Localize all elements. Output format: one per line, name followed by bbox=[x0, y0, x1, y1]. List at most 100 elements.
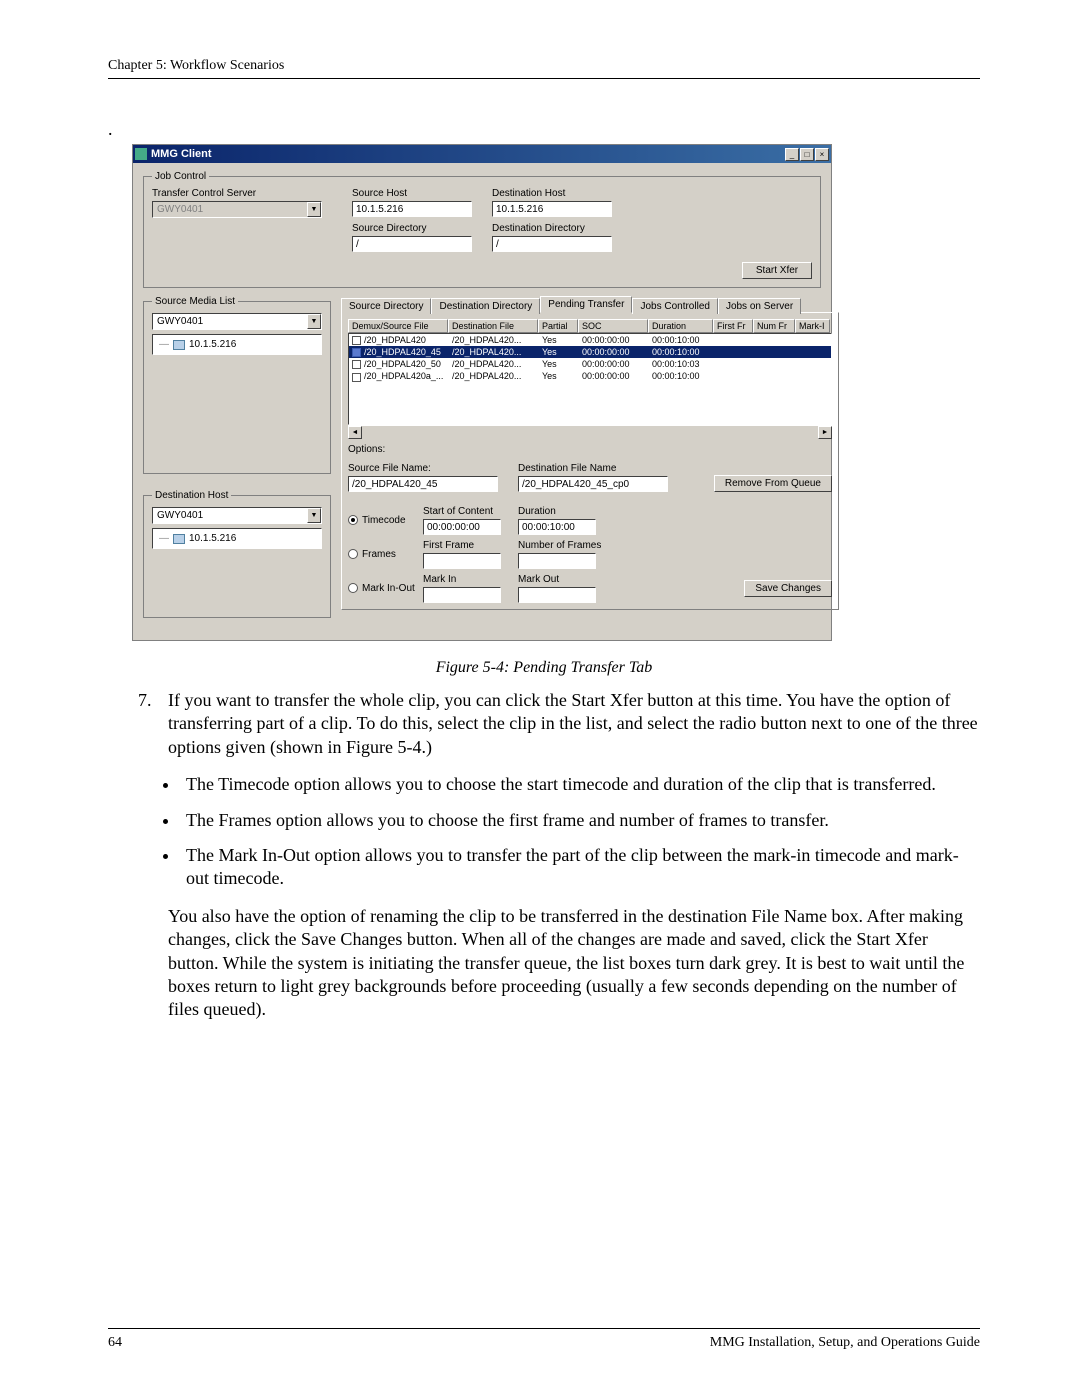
table-row[interactable]: /20_HDPAL420/20_HDPAL420...Yes00:00:00:0… bbox=[349, 334, 831, 346]
col-marki[interactable]: Mark-I bbox=[795, 319, 830, 333]
tree-node-label: 10.1.5.216 bbox=[189, 339, 236, 350]
dest-filename-input[interactable] bbox=[518, 476, 668, 492]
tab-jobs-controlled[interactable]: Jobs Controlled bbox=[632, 298, 717, 314]
mark-in-label: Mark In bbox=[423, 574, 518, 585]
cell bbox=[714, 370, 754, 382]
table-body[interactable]: /20_HDPAL420/20_HDPAL420...Yes00:00:00:0… bbox=[348, 333, 832, 425]
table-row[interactable]: /20_HDPAL420_45/20_HDPAL420...Yes00:00:0… bbox=[349, 346, 831, 358]
app-icon bbox=[135, 148, 147, 160]
source-host-input[interactable] bbox=[352, 201, 472, 217]
cell: /20_HDPAL420a_... bbox=[349, 370, 449, 382]
source-media-list-group: Source Media List GWY0401 ▼ 10.1.5.216 bbox=[143, 296, 331, 474]
table-row[interactable]: /20_HDPAL420a_.../20_HDPAL420...Yes 00:00… bbox=[349, 370, 831, 382]
dest-dir-input[interactable] bbox=[492, 236, 612, 252]
header-rule bbox=[108, 78, 980, 79]
col-firstfr[interactable]: First Fr bbox=[713, 319, 753, 333]
duration-input[interactable] bbox=[518, 519, 596, 535]
number-of-frames-input[interactable] bbox=[518, 553, 596, 569]
dest-host-combo[interactable]: GWY0401 ▼ bbox=[152, 507, 322, 524]
dest-host-label: Destination Host bbox=[492, 188, 622, 199]
duration-label: Duration bbox=[518, 506, 638, 517]
frames-radio[interactable] bbox=[348, 549, 358, 559]
job-control-group: Job Control Transfer Control Server GWY0… bbox=[143, 171, 821, 288]
source-media-tree[interactable]: 10.1.5.216 bbox=[152, 334, 322, 355]
col-dest[interactable]: Destination File bbox=[448, 319, 538, 333]
source-dir-input[interactable] bbox=[352, 236, 472, 252]
cell: /20_HDPAL420... bbox=[449, 370, 539, 382]
chevron-down-icon[interactable]: ▼ bbox=[307, 508, 321, 523]
server-icon bbox=[173, 534, 185, 544]
tab-strip: Source Directory Destination Directory P… bbox=[341, 296, 839, 312]
row-checkbox[interactable] bbox=[352, 336, 361, 345]
source-media-server-combo[interactable]: GWY0401 ▼ bbox=[152, 313, 322, 330]
cell: 00:00:10:00 bbox=[649, 334, 714, 346]
list-item: The Mark In-Out option allows you to tra… bbox=[180, 844, 980, 891]
start-xfer-button[interactable]: Start Xfer bbox=[742, 262, 812, 279]
first-frame-label: First Frame bbox=[423, 540, 518, 551]
cell: Yes bbox=[539, 370, 579, 382]
maximize-button[interactable]: □ bbox=[800, 148, 814, 161]
chevron-down-icon[interactable]: ▼ bbox=[307, 314, 321, 329]
row-checkbox[interactable] bbox=[352, 373, 361, 382]
dest-host-tree[interactable]: 10.1.5.216 bbox=[152, 528, 322, 549]
remove-from-queue-button[interactable]: Remove From Queue bbox=[714, 475, 832, 492]
tab-destination-directory[interactable]: Destination Directory bbox=[431, 298, 540, 314]
first-frame-input[interactable] bbox=[423, 553, 501, 569]
col-numfr[interactable]: Num Fr bbox=[753, 319, 795, 333]
col-soc[interactable]: SOC bbox=[578, 319, 648, 333]
cell bbox=[754, 358, 796, 370]
tab-jobs-on-server[interactable]: Jobs on Server bbox=[718, 298, 801, 314]
page-footer: 64 MMG Installation, Setup, and Operatio… bbox=[108, 1328, 980, 1351]
cell: 00:00:00:00 bbox=[579, 334, 649, 346]
cell bbox=[754, 370, 796, 382]
start-of-content-input[interactable] bbox=[423, 519, 501, 535]
scroll-left-icon[interactable]: ◄ bbox=[348, 426, 362, 439]
frames-label: Frames bbox=[362, 549, 396, 560]
frames-radio-wrap[interactable]: Frames bbox=[348, 549, 423, 560]
source-dir-label: Source Directory bbox=[352, 223, 482, 234]
mark-in-out-radio-wrap[interactable]: Mark In-Out bbox=[348, 583, 423, 594]
table-row[interactable]: /20_HDPAL420_50/20_HDPAL420...Yes00:00:0… bbox=[349, 358, 831, 370]
row-checkbox[interactable] bbox=[352, 360, 361, 369]
dest-host-input[interactable] bbox=[492, 201, 612, 217]
timecode-radio-wrap[interactable]: Timecode bbox=[348, 515, 423, 526]
tab-pending-transfer[interactable]: Pending Transfer bbox=[540, 296, 632, 313]
destination-host-legend: Destination Host bbox=[152, 490, 231, 501]
close-button[interactable]: × bbox=[815, 148, 829, 161]
start-of-content-label: Start of Content bbox=[423, 506, 518, 517]
row-checkbox[interactable] bbox=[352, 348, 361, 357]
chevron-down-icon[interactable]: ▼ bbox=[307, 202, 321, 217]
page-number: 64 bbox=[108, 1335, 122, 1351]
horizontal-scrollbar[interactable]: ◄ ► bbox=[348, 425, 832, 438]
tree-node[interactable]: 10.1.5.216 bbox=[159, 533, 315, 544]
col-partial[interactable]: Partial bbox=[538, 319, 578, 333]
timecode-radio[interactable] bbox=[348, 515, 358, 525]
page-header: Chapter 5: Workflow Scenarios bbox=[108, 58, 980, 74]
table-header: Demux/Source File Destination File Parti… bbox=[348, 319, 832, 333]
mark-in-input[interactable] bbox=[423, 587, 501, 603]
mark-out-input[interactable] bbox=[518, 587, 596, 603]
number-of-frames-label: Number of Frames bbox=[518, 540, 638, 551]
source-filename-input[interactable] bbox=[348, 476, 498, 492]
source-media-server-value: GWY0401 bbox=[153, 316, 307, 327]
col-demux[interactable]: Demux/Source File bbox=[348, 319, 448, 333]
minimize-button[interactable]: _ bbox=[785, 148, 799, 161]
col-duration[interactable]: Duration bbox=[648, 319, 713, 333]
cell bbox=[796, 370, 831, 382]
job-control-legend: Job Control bbox=[152, 171, 209, 182]
scroll-right-icon[interactable]: ► bbox=[818, 426, 832, 439]
dot-marker: . bbox=[108, 119, 980, 140]
mark-in-out-radio[interactable] bbox=[348, 583, 358, 593]
dest-host-combo-value: GWY0401 bbox=[153, 510, 307, 521]
cell: 00:00:10:00 bbox=[649, 370, 714, 382]
save-changes-button[interactable]: Save Changes bbox=[744, 580, 832, 597]
tree-node[interactable]: 10.1.5.216 bbox=[159, 339, 315, 350]
cell: Yes bbox=[539, 346, 579, 358]
mmg-client-window: MMG Client _ □ × Job Control Transfer Co… bbox=[132, 144, 832, 641]
transfer-control-server-value: GWY0401 bbox=[153, 204, 307, 215]
mark-in-out-label: Mark In-Out bbox=[362, 583, 415, 594]
mark-out-label: Mark Out bbox=[518, 574, 638, 585]
transfer-control-server-combo[interactable]: GWY0401 ▼ bbox=[152, 201, 322, 218]
tab-source-directory[interactable]: Source Directory bbox=[341, 298, 431, 314]
window-title: MMG Client bbox=[151, 148, 212, 160]
